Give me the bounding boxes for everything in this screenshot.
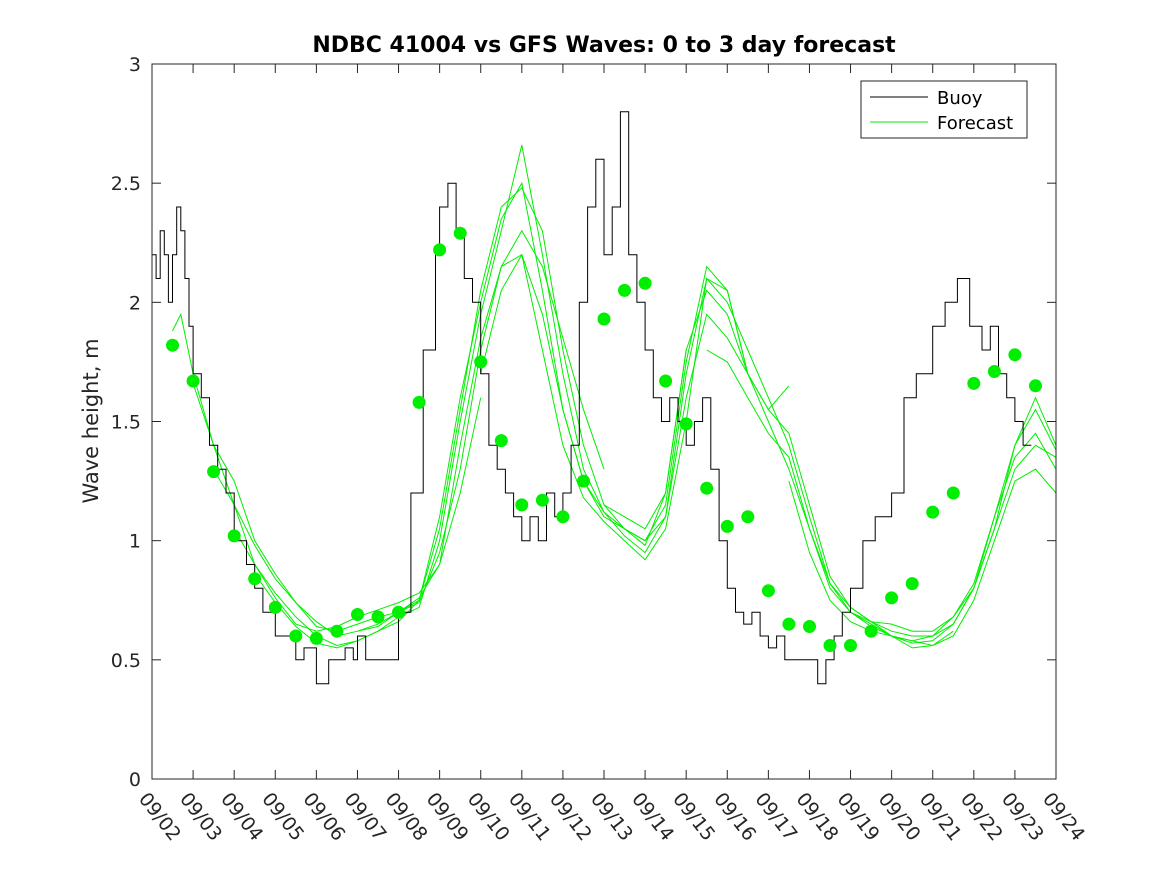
analysis-marker — [412, 395, 426, 409]
analysis-marker — [905, 577, 919, 591]
forecast-line — [706, 349, 1057, 649]
analysis-marker — [946, 486, 960, 500]
analysis-marker — [597, 312, 611, 326]
analysis-marker — [1029, 379, 1042, 393]
analysis-marker — [289, 629, 303, 643]
buoy-line — [152, 111, 1032, 685]
y-tick-label: 1.5 — [111, 412, 141, 434]
analysis-marker — [1008, 348, 1022, 362]
analysis-marker — [700, 481, 714, 495]
analysis-marker — [268, 600, 282, 614]
forecast-line — [357, 253, 913, 637]
analysis-marker — [186, 374, 200, 388]
analysis-marker — [535, 493, 549, 507]
forecast-lines — [172, 144, 1057, 649]
analysis-marker — [351, 608, 364, 621]
legend-forecast-label: Forecast — [937, 113, 1013, 134]
y-tick-label: 0.5 — [111, 650, 141, 672]
y-tick-label: 3 — [129, 54, 141, 76]
legend-buoy-label: Buoy — [937, 88, 983, 109]
analysis-marker — [761, 584, 775, 598]
analysis-marker — [618, 283, 631, 297]
analysis-marker — [864, 624, 878, 638]
y-tick-label: 1 — [129, 531, 141, 553]
chart-title: NDBC 41004 vs GFS Waves: 0 to 3 day fore… — [312, 33, 896, 58]
analysis-marker — [453, 226, 467, 240]
analysis-markers — [166, 226, 1042, 652]
legend-box — [860, 80, 1028, 139]
analysis-marker — [803, 620, 816, 633]
analysis-marker — [371, 610, 385, 624]
y-tick-label: 2 — [129, 292, 141, 314]
legend: Buoy Forecast — [860, 80, 1028, 139]
analysis-marker — [823, 639, 837, 652]
analysis-marker — [166, 338, 179, 352]
axis-ticks — [151, 63, 1057, 780]
analysis-marker — [741, 510, 755, 524]
analysis-marker — [679, 417, 693, 431]
analysis-marker — [556, 510, 570, 524]
analysis-marker — [926, 505, 940, 519]
forecast-line — [213, 187, 687, 637]
analysis-marker — [659, 374, 673, 388]
analysis-marker — [577, 474, 590, 488]
analysis-marker — [227, 529, 241, 543]
y-tick-labels: 0 0.5 1 1.5 2 2.5 3 — [111, 54, 141, 791]
analysis-marker — [474, 355, 488, 369]
forecast-line — [912, 396, 1057, 637]
analysis-marker — [885, 591, 899, 605]
y-tick-label: 0 — [129, 769, 141, 791]
analysis-marker — [967, 376, 981, 390]
forecast-line — [254, 181, 790, 649]
buoy-line-group — [152, 111, 1032, 685]
analysis-marker — [207, 465, 221, 479]
analysis-marker — [515, 498, 529, 512]
analysis-marker — [248, 572, 262, 586]
analysis-marker — [392, 605, 405, 619]
forecast-line — [788, 408, 1057, 642]
analysis-marker — [720, 519, 734, 533]
analysis-marker — [309, 631, 323, 645]
analysis-marker — [330, 624, 344, 638]
analysis-marker — [987, 365, 1001, 378]
analysis-marker — [844, 639, 857, 652]
analysis-marker — [494, 434, 508, 448]
plot-frame — [151, 63, 1057, 780]
analysis-marker — [782, 617, 796, 631]
analysis-marker — [433, 243, 447, 257]
y-tick-label: 2.5 — [111, 173, 141, 195]
analysis-marker — [638, 276, 652, 290]
y-axis-label: Wave height, m — [79, 338, 103, 503]
